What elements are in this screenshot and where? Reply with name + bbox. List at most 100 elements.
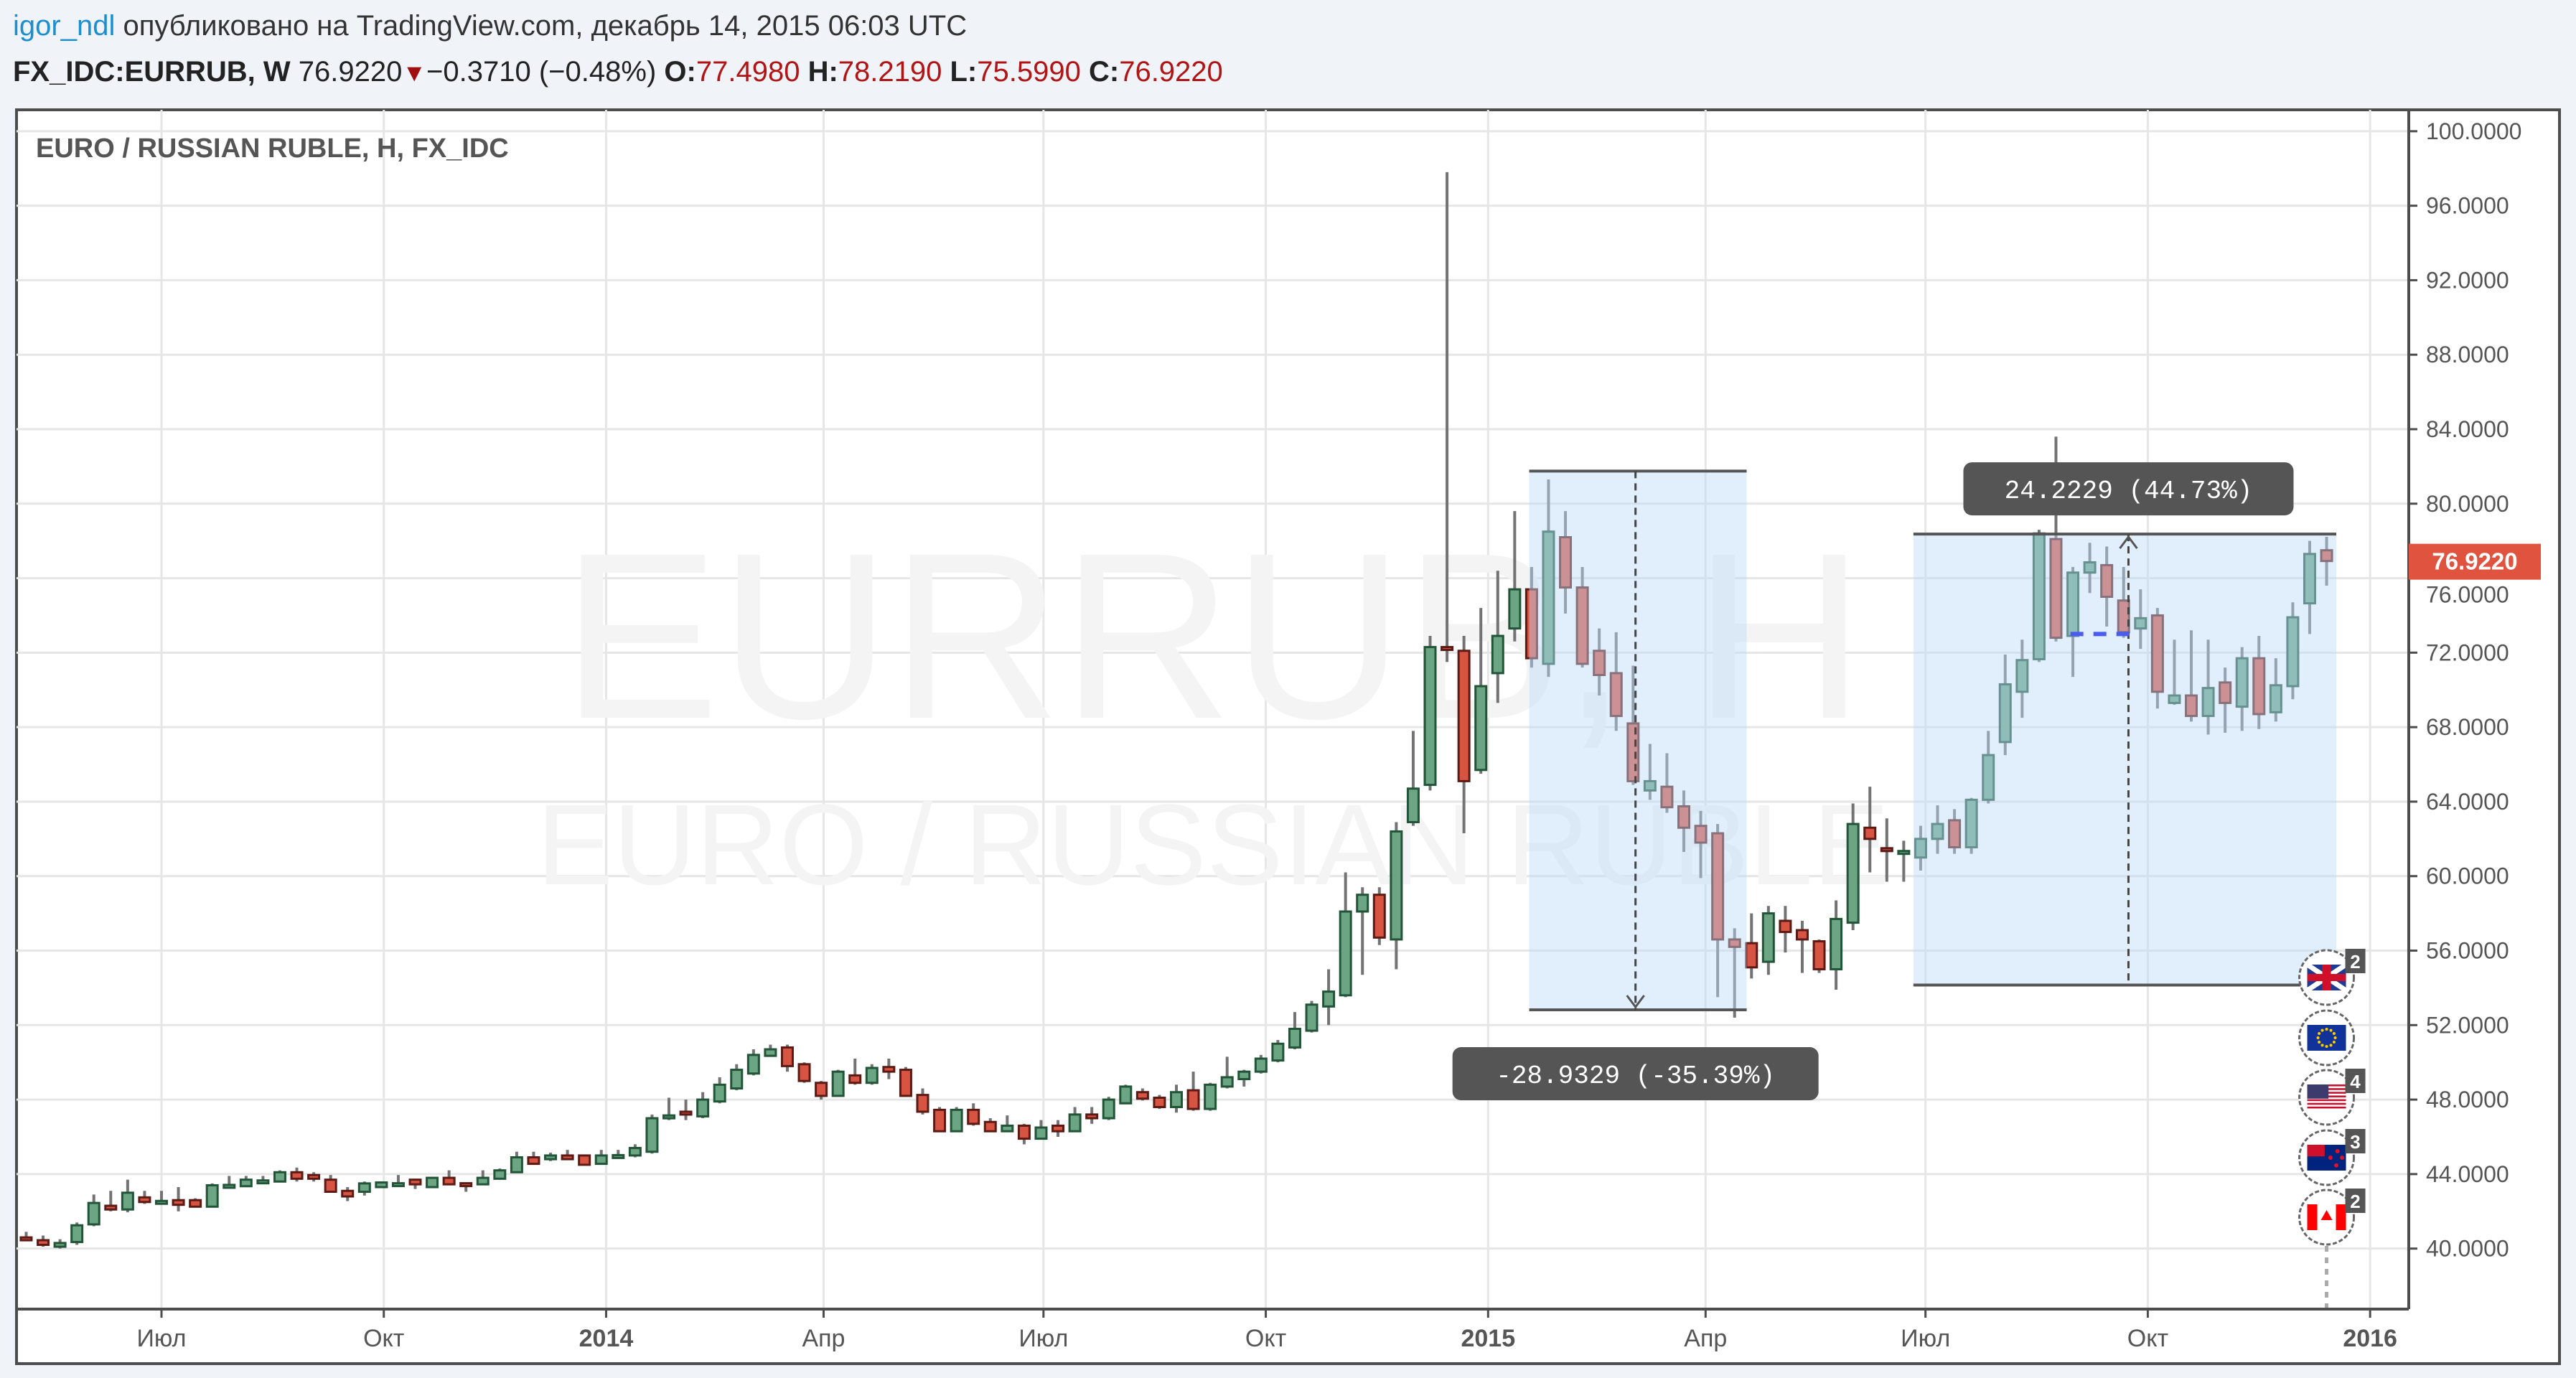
candle-body-up: [121, 1191, 134, 1211]
candle: [831, 1069, 845, 1097]
candle-body-up: [375, 1181, 388, 1189]
candle-body-up: [1001, 1124, 1014, 1133]
measure-area[interactable]: [1913, 534, 2336, 985]
candle: [1982, 731, 1995, 804]
candle: [1812, 939, 1826, 973]
flag-part: [2307, 1204, 2318, 1230]
candle: [1761, 906, 1775, 975]
candle-body-down: [1948, 819, 1962, 849]
time-tick-label: 2016: [2343, 1325, 2397, 1352]
candle-body-up: [1288, 1027, 1301, 1049]
flag-star: [2318, 1032, 2321, 1035]
candle: [899, 1067, 912, 1097]
flag-part: [2336, 1204, 2346, 1230]
price-tick-label: 80.0000: [2426, 491, 2509, 517]
candle-body-up: [1068, 1113, 1082, 1133]
measure-label: -28.9329 (-35.39%): [1496, 1061, 1775, 1091]
candle: [628, 1144, 642, 1158]
candle-body-up: [476, 1176, 490, 1186]
flag-star: [2328, 1156, 2333, 1160]
candle-body-down: [2320, 549, 2333, 563]
triangle-down-icon: ▼: [402, 60, 427, 87]
candle: [1643, 744, 1657, 800]
candle-body-down: [1441, 646, 1454, 652]
measurement-tools[interactable]: -28.9329 (-35.39%) 24.2229 (44.73%): [1452, 462, 2336, 1101]
price-tick-label: 64.0000: [2426, 789, 2509, 815]
price-axis[interactable]: 100.0000 96.0000 92.0000 88.0000 84.0000 80.0…: [2407, 110, 2541, 1309]
candle: [1524, 567, 1538, 668]
candle: [797, 1062, 811, 1083]
price-tick-label: 44.0000: [2426, 1161, 2509, 1187]
candle-body-down: [307, 1173, 321, 1180]
candle-body-down: [1863, 826, 1877, 840]
economic-events[interactable]: 2 4 3 2: [2298, 949, 2366, 1309]
candle-body-down: [679, 1110, 693, 1116]
event-marker[interactable]: 3: [2298, 1129, 2366, 1186]
candle-body-down: [37, 1239, 50, 1246]
candle: [2015, 639, 2029, 718]
candle: [865, 1064, 879, 1085]
candle: [1204, 1082, 1217, 1111]
candle-body-up: [1339, 910, 1352, 997]
event-marker[interactable]: [2298, 1009, 2356, 1067]
author-link[interactable]: igor_ndl: [13, 10, 116, 42]
price-range-measure[interactable]: 24.2229 (44.73%): [1913, 462, 2336, 987]
candle-body-down: [780, 1046, 794, 1067]
candle: [1711, 824, 1725, 998]
candle-body-down: [138, 1196, 151, 1204]
candle: [375, 1181, 388, 1189]
candle: [1728, 928, 1741, 1018]
candle: [1305, 1000, 1319, 1033]
candle-body-up: [865, 1067, 879, 1084]
price-tick-label: 48.0000: [2426, 1087, 2509, 1112]
candle: [967, 1103, 980, 1126]
price-tick-label: 60.0000: [2426, 863, 2509, 889]
candle-body-down: [1052, 1124, 1065, 1133]
candle: [87, 1194, 100, 1227]
eu-flag-icon: [2307, 1025, 2346, 1051]
candle: [1897, 840, 1911, 882]
measure-area[interactable]: [1529, 471, 1747, 1011]
candle-body-up: [223, 1184, 236, 1189]
candle: [1931, 805, 1944, 854]
candle: [1068, 1107, 1082, 1133]
candle: [764, 1044, 777, 1057]
event-marker[interactable]: 4: [2298, 1069, 2366, 1126]
candle: [1964, 797, 1978, 854]
flag-star: [2325, 1045, 2328, 1048]
event-marker[interactable]: 2: [2298, 1189, 2366, 1246]
time-tick-label: Июл: [136, 1325, 186, 1352]
candle: [1135, 1088, 1149, 1101]
event-count-badge: [2345, 1069, 2366, 1093]
candle-body-down: [2049, 538, 2063, 639]
candle-body-up: [239, 1178, 253, 1188]
candle-body-down: [1677, 805, 1690, 829]
candle: [2252, 636, 2266, 729]
candle-body-up: [1390, 830, 1403, 941]
candle-body-down: [797, 1063, 811, 1082]
candle-body-up: [256, 1179, 270, 1185]
candle: [476, 1170, 490, 1186]
candle-body-up: [1897, 850, 1911, 856]
candle: [1948, 809, 1962, 854]
price-range-measure[interactable]: -28.9329 (-35.39%): [1452, 469, 1819, 1101]
candle-body-down: [1153, 1096, 1166, 1108]
candle: [239, 1176, 253, 1188]
candle: [2286, 602, 2300, 700]
candle-body-down: [2185, 694, 2198, 718]
event-marker[interactable]: 2: [2298, 949, 2366, 1006]
time-axis[interactable]: Июл Окт 2014 Апр Июл Окт 2015 Апр Июл Окт 2016: [17, 1308, 2409, 1352]
candle-body-down: [172, 1199, 185, 1206]
candle: [1390, 822, 1403, 970]
candle-body-up: [1254, 1057, 1268, 1073]
us-flag-icon: [2307, 1084, 2346, 1109]
candle: [2269, 658, 2282, 722]
candle-body-down: [527, 1156, 540, 1166]
high-value: 78.2190: [838, 56, 942, 88]
chart-legend[interactable]: EURO / RUSSIAN RUBLE, H, FX_IDC: [36, 133, 509, 164]
candle: [307, 1172, 321, 1182]
candle-body-up: [1846, 822, 1860, 924]
candle-body-down: [1779, 919, 1792, 934]
canada-flag-icon: [2307, 1204, 2346, 1230]
